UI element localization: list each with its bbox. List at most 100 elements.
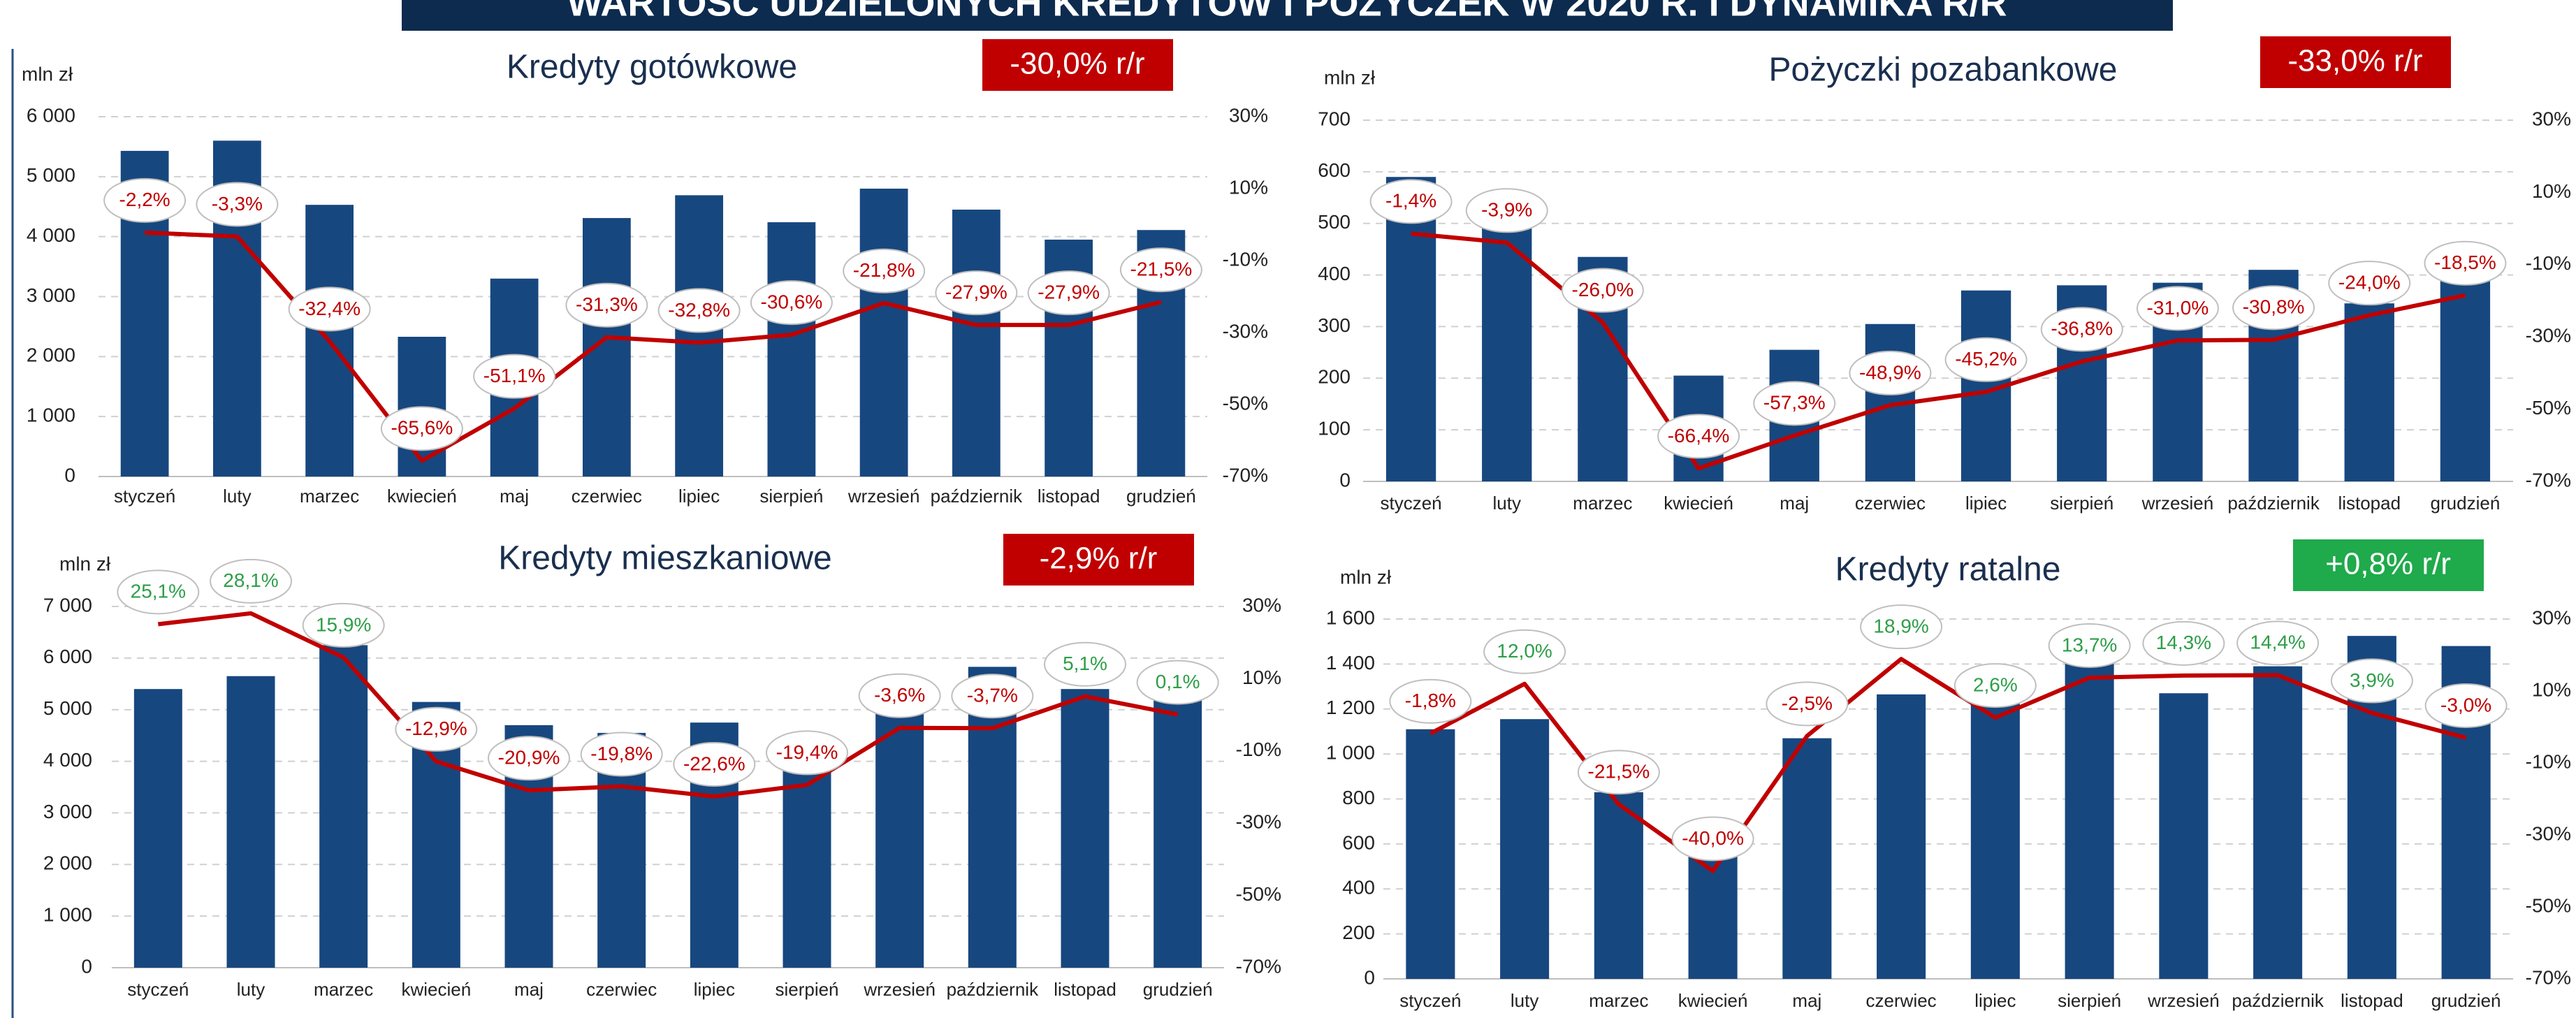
- y-tick-label: 7 000: [43, 594, 92, 616]
- value-label-bubble: [657, 288, 741, 333]
- value-label-bubble: [2236, 620, 2320, 666]
- value-label: -65,6%: [391, 417, 453, 439]
- value-label-bubble: [1561, 268, 1644, 313]
- value-label-bubble: [935, 270, 1018, 316]
- badge: [1003, 534, 1194, 586]
- value-label: -3,9%: [1481, 199, 1532, 221]
- value-label: -30,6%: [761, 291, 823, 312]
- value-label-bubble: [1483, 629, 1566, 674]
- y2-tick-label: -30%: [2526, 325, 2571, 347]
- x-tick-label: maj: [1780, 493, 1809, 514]
- value-label-bubble: [565, 282, 648, 328]
- y-tick-label: 600: [1318, 159, 1351, 181]
- chart-title: Kredyty gotówkowe: [507, 49, 797, 86]
- x-tick-label: styczeń: [1399, 990, 1461, 1011]
- value-label-bubble: [2136, 286, 2219, 331]
- x-tick-label: czerwiec: [586, 979, 657, 1000]
- value-label-bubble: [1369, 179, 1453, 224]
- x-tick-label: lipiec: [678, 486, 720, 507]
- value-label: -40,0%: [1682, 827, 1744, 849]
- value-label-bubble: [1860, 604, 1943, 650]
- y2-tick-label: -70%: [2526, 966, 2571, 988]
- badge-text: +0,8% r/r: [2325, 547, 2451, 581]
- y-tick-label: 1 000: [1326, 742, 1375, 764]
- y2-tick-label: 10%: [1242, 667, 1281, 688]
- bar: [675, 195, 724, 477]
- y2-tick-label: 10%: [1229, 176, 1268, 198]
- value-label-bubble: [1944, 337, 2028, 382]
- y-tick-label: 1 200: [1326, 697, 1375, 718]
- value-label-bubble: [302, 602, 385, 648]
- bar: [2159, 693, 2208, 979]
- y-tick-label: 200: [1342, 922, 1375, 943]
- x-tick-label: luty: [1511, 990, 1538, 1011]
- value-label-bubble: [1753, 381, 1836, 426]
- value-label-bubble: [2040, 307, 2123, 352]
- bar: [952, 210, 1000, 477]
- value-label-bubble: [766, 730, 848, 776]
- x-tick-label: październik: [947, 979, 1040, 1000]
- value-label-bubble: [1044, 641, 1126, 687]
- bar: [1970, 703, 2020, 979]
- x-tick-label: listopad: [1054, 979, 1116, 1000]
- bar: [2253, 666, 2303, 979]
- y-tick-label: 1 000: [27, 405, 75, 426]
- y-tick-label: 700: [1318, 108, 1351, 129]
- value-label: -12,9%: [405, 718, 467, 739]
- y-tick-label: 4 000: [43, 749, 92, 771]
- x-tick-label: luty: [223, 486, 251, 507]
- bar: [859, 189, 908, 477]
- value-label: -32,4%: [298, 298, 361, 319]
- value-label-bubble: [1389, 678, 1472, 724]
- y-tick-label: 5 000: [27, 164, 75, 186]
- value-label-bubble: [858, 673, 941, 718]
- value-label-bubble: [1657, 414, 1740, 459]
- value-label: -22,6%: [683, 752, 745, 774]
- value-label: -3,0%: [2440, 694, 2491, 715]
- y2-tick-label: 30%: [2532, 606, 2571, 628]
- y-axis-unit: mln zł: [22, 63, 73, 85]
- x-tick-label: lipiec: [694, 979, 735, 1000]
- y-tick-label: 6 000: [27, 104, 75, 126]
- value-label-bubble: [395, 706, 478, 752]
- x-tick-label: kwiecień: [1678, 990, 1748, 1011]
- badge: [982, 39, 1173, 91]
- x-tick-label: kwiecień: [387, 486, 457, 507]
- y2-tick-label: 10%: [2532, 678, 2571, 700]
- value-label: 14,3%: [2156, 632, 2211, 653]
- x-tick-label: luty: [237, 979, 265, 1000]
- y-tick-label: 0: [64, 464, 75, 486]
- value-label-bubble: [1671, 816, 1754, 861]
- value-label: 5,1%: [1063, 653, 1107, 674]
- x-tick-label: marzec: [314, 979, 373, 1000]
- bar: [1782, 738, 1832, 979]
- x-tick-label: lipiec: [1965, 493, 2007, 514]
- value-label: -36,8%: [2051, 318, 2113, 340]
- y-tick-label: 600: [1342, 831, 1375, 853]
- bar: [226, 676, 275, 968]
- value-label: 3,9%: [2350, 669, 2394, 691]
- badge-text: -2,9% r/r: [1040, 541, 1158, 576]
- x-tick-label: maj: [1792, 990, 1821, 1011]
- x-tick-label: październik: [2232, 990, 2324, 1011]
- banner: [402, 0, 2173, 31]
- y2-tick-label: -30%: [2526, 822, 2571, 844]
- value-label: -45,2%: [1955, 348, 2017, 370]
- value-label: 2,6%: [1973, 674, 2018, 696]
- value-label: 12,0%: [1497, 640, 1552, 662]
- value-label: -18,5%: [2434, 252, 2496, 273]
- y2-tick-label: -50%: [1236, 883, 1281, 905]
- y-tick-label: 800: [1342, 787, 1375, 808]
- x-tick-label: sierpień: [2058, 990, 2121, 1011]
- x-tick-label: styczeń: [1381, 493, 1442, 514]
- bar: [1385, 177, 1436, 481]
- value-label: -48,9%: [1859, 361, 1921, 383]
- value-label-bubble: [750, 280, 833, 326]
- value-label: -30,8%: [2243, 296, 2305, 318]
- x-tick-label: styczeń: [114, 486, 175, 507]
- x-tick-label: listopad: [1038, 486, 1100, 507]
- bar: [1688, 852, 1738, 979]
- y-tick-label: 0: [81, 955, 92, 977]
- y2-tick-label: -50%: [2526, 894, 2571, 916]
